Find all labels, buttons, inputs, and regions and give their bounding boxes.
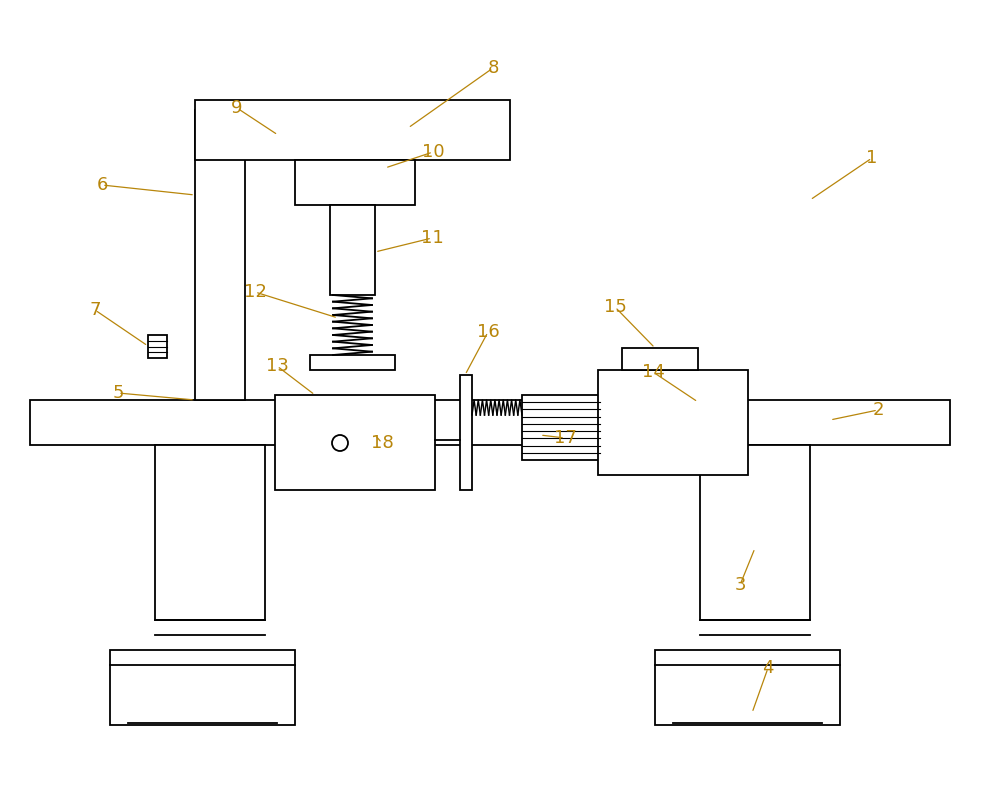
Bar [30,400,950,445]
Bar [460,375,472,490]
Text: 8: 8 [487,59,499,77]
Text: 15: 15 [604,298,626,316]
Text: 11: 11 [421,229,443,247]
Text: 18: 18 [371,434,393,452]
Bar [622,348,698,370]
Bar [148,335,167,358]
Text: 6: 6 [96,176,108,194]
Bar [275,395,435,490]
Bar [195,110,245,400]
Text: 2: 2 [872,401,884,419]
Bar [522,395,600,460]
Bar [598,370,748,475]
Text: 10: 10 [422,143,444,161]
Bar [330,205,375,295]
Text: 5: 5 [112,384,124,402]
Bar [155,445,265,620]
Bar [655,650,840,725]
Bar [295,160,415,205]
Text: 12: 12 [244,283,266,301]
Bar [195,100,510,160]
Text: 14: 14 [642,363,664,381]
Text: 4: 4 [762,659,774,677]
Text: 7: 7 [89,301,101,319]
Text: 13: 13 [266,357,288,375]
Text: 17: 17 [554,429,576,447]
Bar [700,445,810,620]
Text: 9: 9 [231,99,243,117]
Text: 16: 16 [477,323,499,341]
Text: 1: 1 [866,149,878,167]
Bar [110,650,295,725]
Text: 3: 3 [734,576,746,594]
Bar [310,355,395,370]
